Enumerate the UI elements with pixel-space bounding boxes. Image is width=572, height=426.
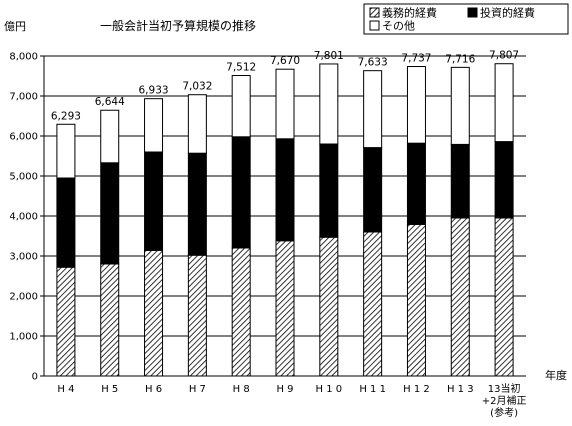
bar-segment-mandatory: [450, 217, 470, 377]
y-tick-label: 3,000: [9, 252, 38, 263]
y-tick-label: 7,000: [9, 92, 38, 103]
bar-segment-mandatory: [56, 266, 76, 377]
y-tick-label: 2,000: [9, 292, 38, 303]
total-label: 6,933: [139, 85, 169, 97]
bar-segment-other: [450, 66, 470, 145]
bar-segment-other: [100, 109, 120, 164]
bar-segment-other: [56, 123, 76, 179]
total-label: 7,032: [182, 81, 212, 93]
legend-label: その他: [382, 20, 415, 33]
category-label: (参考): [490, 406, 518, 419]
category-label: H 5: [101, 384, 118, 395]
total-label: 7,807: [489, 50, 519, 62]
total-label: 6,644: [95, 96, 125, 108]
category-label: +2月補正: [482, 394, 527, 407]
legend-label: 投資的経費: [480, 6, 535, 20]
bar-segment-mandatory: [494, 217, 514, 377]
bar-segment-other: [187, 94, 207, 154]
legend-swatch: [369, 7, 380, 18]
y-tick-label: 8,000: [9, 52, 38, 63]
x-axis-label: 年度: [545, 368, 567, 382]
y-tick-label: 6,000: [9, 132, 38, 143]
total-label: 6,293: [51, 110, 81, 122]
y-tick-label: 1,000: [9, 332, 38, 343]
bar-segment-investment: [363, 147, 383, 233]
bar-segment-mandatory: [187, 254, 207, 377]
bar-segment-investment: [494, 141, 514, 219]
bar-segment-investment: [100, 162, 120, 265]
bar-segment-other: [231, 75, 251, 138]
bar-segment-mandatory: [406, 223, 426, 377]
legend-swatch: [467, 7, 478, 18]
bar-segment-other: [275, 68, 295, 140]
bar-segment-investment: [450, 143, 470, 219]
bar-segment-investment: [275, 138, 295, 242]
bar-segment-investment: [187, 152, 207, 256]
bar-segment-mandatory: [231, 247, 251, 377]
total-label: 7,512: [226, 62, 256, 74]
total-label: 7,633: [358, 57, 388, 69]
category-label: H 8: [233, 384, 250, 395]
y-tick-labels: 0 1,000 2,000 3,000 4,000 5,000 6,000 7,000 8,00…: [9, 52, 38, 383]
bar-segment-other: [406, 66, 426, 144]
legend-label: 義務的経費: [382, 6, 437, 20]
total-label: 7,737: [401, 53, 431, 65]
category-label: H 9: [276, 384, 293, 395]
bar-segment-mandatory: [144, 249, 164, 377]
category-labels: H 4 H 5 H 6 H 7 H 8 H 9 H 1 0 H 1 1 H 1 2 H 1 3 13…: [57, 382, 526, 419]
total-labels: 6,293 6,644 6,933 7,032 7,512 7,670 7,801 7,633…: [51, 50, 519, 123]
category-label: H 7: [189, 384, 206, 395]
bar-segment-other: [319, 63, 339, 145]
bar-segment-investment: [144, 151, 164, 251]
y-tick-label: 4,000: [9, 212, 38, 223]
bar-segment-other: [363, 70, 383, 149]
legend-swatch: [369, 20, 380, 31]
bar-segment-other: [494, 63, 514, 143]
y-axis-label: 億円: [4, 20, 26, 33]
category-label: H 1 2: [403, 384, 430, 395]
total-label: 7,716: [445, 53, 475, 65]
bars: [56, 63, 514, 377]
bar-segment-investment: [406, 142, 426, 225]
bar-segment-mandatory: [319, 236, 339, 377]
total-label: 7,801: [314, 50, 344, 62]
bar-segment-mandatory: [275, 240, 295, 377]
legend-box: [363, 3, 569, 35]
bar-segment-investment: [56, 177, 76, 268]
category-label: H 6: [145, 384, 162, 395]
bar-segment-investment: [231, 136, 251, 249]
y-tick-label: 5,000: [9, 172, 38, 183]
total-label: 7,670: [270, 55, 300, 67]
category-label: H 1 3: [447, 384, 474, 395]
bar-segment-mandatory: [100, 263, 120, 377]
bar-segment-mandatory: [363, 231, 383, 377]
y-tick-label: 0: [32, 372, 38, 383]
bar-segment-other: [144, 98, 164, 153]
bar-segment-investment: [319, 143, 339, 238]
category-label: 13当初: [488, 382, 521, 395]
category-label: H 1 1: [359, 384, 386, 395]
category-label: H 4: [57, 384, 74, 395]
chart-title: 一般会計当初予算規模の推移: [100, 18, 256, 33]
category-label: H 1 0: [316, 384, 343, 395]
